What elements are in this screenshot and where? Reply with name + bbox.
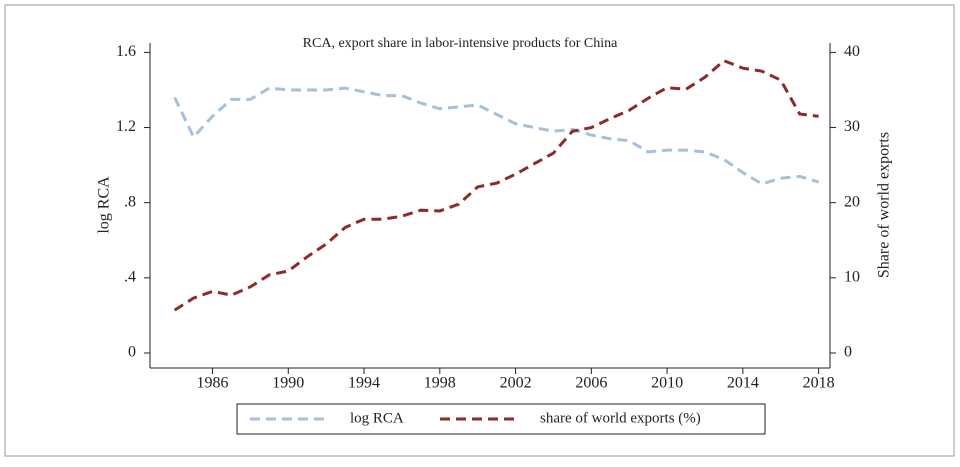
y2-tick-label: 30 (844, 118, 860, 135)
line-series (173, 86, 820, 186)
legend-label: share of world exports (%) (540, 410, 701, 426)
y-axis-label: log RCA (96, 176, 113, 234)
legend-box (236, 403, 766, 435)
y2-axis-label: Share of world exports (876, 132, 893, 278)
x-tick-label: 1990 (272, 375, 304, 392)
y-tick-label: .8 (124, 193, 136, 210)
x-tick-label: 2018 (803, 375, 835, 392)
y-tick-label: 1.6 (116, 43, 136, 60)
x-tick-label: 2002 (500, 375, 532, 392)
chart-title: RCA, export share in labor-intensive pro… (303, 36, 618, 51)
y2-tick-label: 40 (844, 43, 860, 60)
y2-tick-label: 20 (844, 193, 860, 210)
x-tick-label: 2006 (575, 375, 607, 392)
y2-tick-label: 0 (844, 344, 852, 361)
line-series (173, 58, 819, 312)
y2-tick-label: 10 (844, 268, 860, 285)
x-tick-label: 2014 (727, 375, 759, 392)
x-tick-label: 1986 (197, 375, 229, 392)
frame (4, 4, 955, 457)
y-tick-label: .4 (124, 268, 136, 285)
legend-label: log RCA (350, 410, 404, 426)
y-tick-label: 1.2 (116, 118, 136, 135)
x-tick-label: 1994 (348, 375, 380, 392)
x-tick-label: 2010 (651, 375, 683, 392)
y-tick-label: 0 (128, 344, 136, 361)
x-tick-label: 1998 (424, 375, 456, 392)
